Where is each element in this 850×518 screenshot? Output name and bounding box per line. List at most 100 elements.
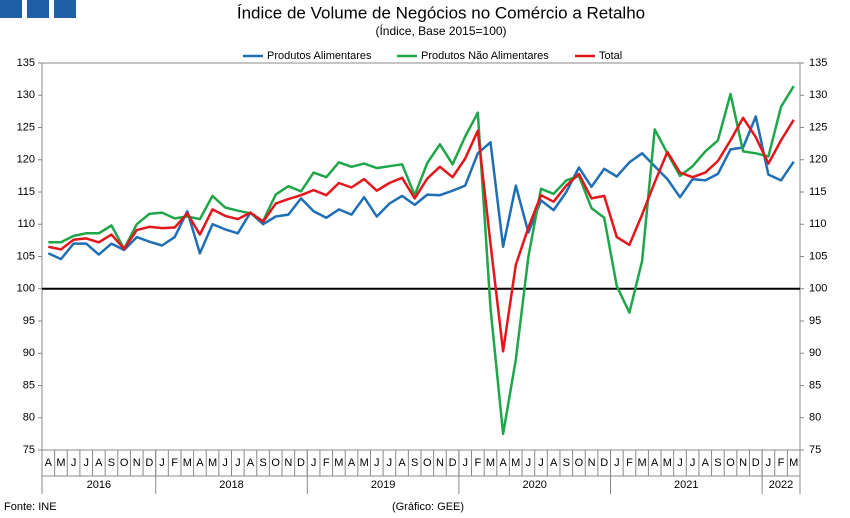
series-line — [47, 115, 795, 261]
y2-tick-label: 100 — [809, 283, 827, 295]
x-tick-label: N — [588, 457, 596, 469]
y-tick-label: 75 — [23, 444, 35, 456]
y-tick-label: 95 — [23, 315, 35, 327]
x-tick-label: J — [690, 457, 696, 469]
y-tick-label: 125 — [17, 121, 35, 133]
x-tick-label: J — [614, 457, 620, 469]
credit: (Gráfico: GEE) — [392, 501, 464, 513]
y-tick-label: 100 — [17, 283, 35, 295]
x-tick-label: N — [739, 457, 747, 469]
y2-tick-label: 135 — [809, 57, 827, 69]
x-tick-label: S — [563, 457, 570, 469]
x-tick-label: D — [145, 457, 153, 469]
x-tick-label: S — [411, 457, 418, 469]
x-tick-label: S — [108, 457, 115, 469]
legend-label: Total — [599, 50, 622, 62]
x-tick-label: M — [637, 457, 646, 469]
x-tick-label: O — [726, 457, 735, 469]
legend-label: Produtos Alimentares — [267, 50, 372, 62]
x-tick-label: D — [449, 457, 457, 469]
x-tick-label: M — [663, 457, 672, 469]
x-tick-label: A — [398, 457, 406, 469]
x-tick-label: M — [486, 457, 495, 469]
x-tick-label: A — [348, 457, 356, 469]
x-tick-label: A — [550, 457, 558, 469]
x-tick-label: A — [651, 457, 659, 469]
x-tick-label: J — [159, 457, 165, 469]
logo-square — [54, 0, 76, 18]
y-tick-label: 135 — [17, 57, 35, 69]
x-tick-label: F — [323, 457, 330, 469]
x-tick-label: J — [222, 457, 228, 469]
x-tick-label: A — [247, 457, 255, 469]
legend-label: Produtos Não Alimentares — [421, 50, 549, 62]
year-label: 2016 — [87, 479, 111, 491]
chart-title: Índice de Volume de Negócios no Comércio… — [237, 3, 645, 22]
x-tick-label: J — [677, 457, 683, 469]
x-tick-label: D — [600, 457, 608, 469]
x-tick-label: S — [714, 457, 721, 469]
y-tick-label: 80 — [23, 412, 35, 424]
chart-subtitle: (Índice, Base 2015=100) — [375, 23, 506, 38]
year-label: 2021 — [674, 479, 698, 491]
x-tick-label: J — [235, 457, 241, 469]
logo-square — [0, 0, 22, 18]
y-tick-label: 105 — [17, 250, 35, 262]
y2-tick-label: 125 — [809, 121, 827, 133]
y2-tick-label: 115 — [809, 186, 827, 198]
year-label: 2018 — [219, 479, 243, 491]
y2-tick-label: 85 — [809, 379, 821, 391]
x-tick-label: F — [626, 457, 633, 469]
x-tick-label: M — [789, 457, 798, 469]
x-tick-label: M — [511, 457, 520, 469]
x-tick-label: F — [474, 457, 481, 469]
y2-tick-label: 120 — [809, 154, 827, 166]
x-tick-label: F — [778, 457, 785, 469]
plot-frame — [41, 62, 801, 451]
y2-tick-label: 105 — [809, 250, 827, 262]
source: Fonte: INE — [4, 501, 57, 513]
x-tick-label: N — [284, 457, 292, 469]
y2-tick-label: 110 — [809, 218, 827, 230]
x-tick-label: O — [120, 457, 129, 469]
x-tick-label: M — [360, 457, 369, 469]
x-tick-label: N — [436, 457, 444, 469]
x-tick-label: J — [538, 457, 544, 469]
x-tick-label: J — [83, 457, 89, 469]
x-tick-label: O — [575, 457, 584, 469]
x-tick-label: J — [71, 457, 77, 469]
x-tick-label: J — [462, 457, 468, 469]
x-tick-label: D — [297, 457, 305, 469]
x-tick-label: M — [56, 457, 65, 469]
y-tick-label: 120 — [17, 154, 35, 166]
x-tick-label: O — [271, 457, 280, 469]
x-tick-label: M — [208, 457, 217, 469]
series-line — [48, 116, 795, 353]
x-tick-label: M — [334, 457, 343, 469]
y-tick-label: 85 — [23, 379, 35, 391]
year-label: 2020 — [522, 479, 546, 491]
y2-tick-label: 75 — [809, 444, 821, 456]
x-tick-label: A — [702, 457, 710, 469]
x-tick-label: J — [374, 457, 380, 469]
logo-square — [27, 0, 49, 18]
x-tick-label: D — [752, 457, 760, 469]
y2-tick-label: 130 — [809, 89, 827, 101]
y2-tick-label: 90 — [809, 347, 821, 359]
y-tick-label: 130 — [17, 89, 35, 101]
x-tick-label: M — [183, 457, 192, 469]
y2-tick-label: 95 — [809, 315, 821, 327]
year-label: 2022 — [769, 479, 793, 491]
x-tick-label: A — [95, 457, 103, 469]
y2-tick-label: 80 — [809, 412, 821, 424]
x-tick-label: J — [526, 457, 532, 469]
x-tick-label: F — [171, 457, 178, 469]
series-line — [48, 85, 795, 436]
y-tick-label: 90 — [23, 347, 35, 359]
x-tick-label: S — [259, 457, 266, 469]
x-tick-label: A — [45, 457, 53, 469]
year-label: 2019 — [371, 479, 395, 491]
y-tick-label: 110 — [17, 218, 35, 230]
y-tick-label: 115 — [17, 186, 35, 198]
